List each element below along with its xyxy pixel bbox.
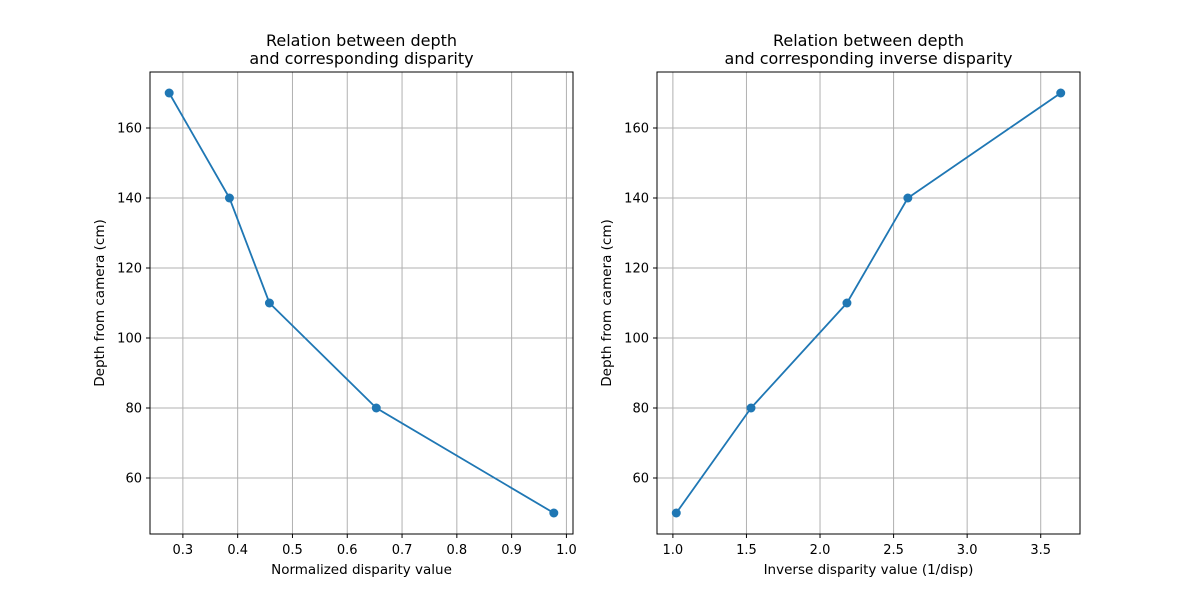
data-point [1056, 88, 1066, 98]
y-tick-label: 160 [624, 122, 649, 137]
y-tick-label: 80 [125, 402, 142, 417]
data-point [371, 403, 381, 413]
x-axis-label: Normalized disparity value [271, 562, 452, 578]
x-tick-label: 1.0 [663, 543, 684, 558]
x-tick-label: 1.0 [556, 543, 577, 558]
x-tick-label: 2.5 [883, 543, 904, 558]
data-point [671, 508, 681, 518]
axes-frame [149, 71, 574, 535]
data-point [746, 403, 756, 413]
y-tick-label: 100 [624, 332, 649, 347]
x-tick-label: 0.9 [501, 543, 522, 558]
y-tick-label: 60 [632, 472, 649, 487]
x-tick-label: 1.5 [736, 543, 757, 558]
x-tick-label: 0.3 [173, 543, 194, 558]
y-tick-label: 80 [632, 402, 649, 417]
series-line [675, 92, 1062, 514]
data-point [549, 508, 559, 518]
data-point [264, 298, 274, 308]
axes-frame [656, 71, 1081, 535]
y-tick-label: 120 [624, 262, 649, 277]
chart-panel-2: 1.0 1.5 2.0 2.5 3.0 3.5 60 80 100 120 140 160 Relati… [599, 31, 1081, 578]
x-tick-label: 2.0 [810, 543, 831, 558]
y-axis-label: Depth from camera (cm) [599, 219, 615, 387]
chart-title-line-2: and corresponding inverse disparity [725, 49, 1013, 68]
y-tick-label: 160 [117, 122, 142, 137]
x-tick-label: 3.5 [1030, 543, 1051, 558]
data-point [903, 193, 913, 203]
data-point [164, 88, 174, 98]
chart-title-line-1: Relation between depth [773, 31, 964, 50]
y-tick-label: 140 [624, 192, 649, 207]
chart-panel-1: 0.3 0.4 0.5 0.6 0.7 0.8 0.9 1.0 60 80 100 120 140 160… [92, 31, 577, 578]
x-tick-label: 0.4 [227, 543, 248, 558]
x-tick-label: 0.5 [282, 543, 303, 558]
y-tick-label: 100 [117, 332, 142, 347]
chart-title-line-1: Relation between depth [266, 31, 457, 50]
x-axis-label: Inverse disparity value (1/disp) [764, 562, 974, 578]
y-tick-label: 120 [117, 262, 142, 277]
y-tick-label: 60 [125, 472, 142, 487]
y-axis-label: Depth from camera (cm) [92, 219, 108, 387]
x-tick-label: 0.6 [337, 543, 358, 558]
x-tick-label: 0.7 [392, 543, 413, 558]
chart-title-line-2: and corresponding disparity [249, 49, 473, 68]
y-tick-label: 140 [117, 192, 142, 207]
data-point [224, 193, 234, 203]
data-point [842, 298, 852, 308]
x-tick-label: 0.8 [446, 543, 467, 558]
series-line [168, 92, 555, 514]
x-tick-label: 3.0 [957, 543, 978, 558]
